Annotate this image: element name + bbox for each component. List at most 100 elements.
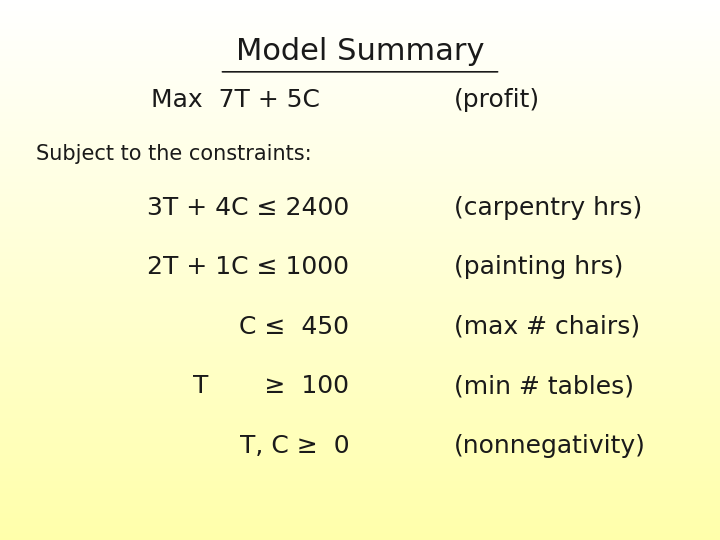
Bar: [0, 135, 720, 137]
Bar: [0, 270, 720, 272]
Bar: [0, 479, 720, 481]
Bar: [0, 193, 720, 194]
Bar: [0, 382, 720, 383]
Bar: [0, 277, 720, 279]
Bar: [0, 401, 720, 403]
Bar: [0, 306, 720, 308]
Text: 2T + 1C ≤ 1000: 2T + 1C ≤ 1000: [147, 255, 349, 279]
Bar: [0, 328, 720, 329]
Bar: [0, 497, 720, 498]
Bar: [0, 443, 720, 444]
Bar: [0, 18, 720, 20]
Bar: [0, 517, 720, 518]
Bar: [0, 434, 720, 436]
Bar: [0, 367, 720, 369]
Bar: [0, 292, 720, 293]
Bar: [0, 436, 720, 437]
Bar: [0, 326, 720, 328]
Bar: [0, 243, 720, 245]
Bar: [0, 232, 720, 234]
Bar: [0, 374, 720, 376]
Bar: [0, 356, 720, 358]
Bar: [0, 275, 720, 277]
Bar: [0, 266, 720, 268]
Bar: [0, 142, 720, 144]
Bar: [0, 218, 720, 220]
Bar: [0, 178, 720, 180]
Bar: [0, 463, 720, 464]
Bar: [0, 329, 720, 331]
Bar: [0, 70, 720, 72]
Bar: [0, 120, 720, 123]
Bar: [0, 299, 720, 301]
Bar: [0, 110, 720, 112]
Bar: [0, 45, 720, 47]
Bar: [0, 65, 720, 66]
Bar: [0, 7, 720, 9]
Bar: [0, 47, 720, 49]
Bar: [0, 90, 720, 92]
Bar: [0, 340, 720, 342]
Bar: [0, 106, 720, 108]
Bar: [0, 153, 720, 155]
Bar: [0, 207, 720, 209]
Bar: [0, 250, 720, 252]
Bar: [0, 247, 720, 248]
Bar: [0, 56, 720, 58]
Bar: [0, 248, 720, 250]
Bar: [0, 441, 720, 443]
Bar: [0, 11, 720, 12]
Bar: [0, 108, 720, 110]
Bar: [0, 36, 720, 38]
Text: C ≤  450: C ≤ 450: [239, 315, 349, 339]
Bar: [0, 281, 720, 282]
Bar: [0, 313, 720, 315]
Bar: [0, 27, 720, 29]
Bar: [0, 342, 720, 344]
Bar: [0, 495, 720, 497]
Bar: [0, 322, 720, 324]
Bar: [0, 231, 720, 232]
Bar: [0, 69, 720, 70]
Bar: [0, 54, 720, 56]
Bar: [0, 439, 720, 441]
Bar: [0, 205, 720, 207]
Bar: [0, 268, 720, 270]
Bar: [0, 410, 720, 412]
Bar: [0, 200, 720, 201]
Bar: [0, 212, 720, 214]
Bar: [0, 131, 720, 133]
Bar: [0, 362, 720, 363]
Bar: [0, 349, 720, 351]
Bar: [0, 324, 720, 326]
Bar: [0, 304, 720, 306]
Bar: [0, 389, 720, 390]
Bar: [0, 119, 720, 120]
Bar: [0, 234, 720, 236]
Bar: [0, 184, 720, 185]
Bar: [0, 74, 720, 76]
Bar: [0, 204, 720, 205]
Bar: [0, 522, 720, 524]
Bar: [0, 252, 720, 254]
Bar: [0, 529, 720, 531]
Bar: [0, 211, 720, 212]
Bar: [0, 99, 720, 101]
Bar: [0, 448, 720, 450]
Bar: [0, 288, 720, 290]
Bar: [0, 363, 720, 366]
Bar: [0, 146, 720, 147]
Bar: [0, 38, 720, 39]
Bar: [0, 286, 720, 288]
Bar: [0, 133, 720, 135]
Bar: [0, 475, 720, 477]
Bar: [0, 409, 720, 410]
Bar: [0, 481, 720, 482]
Bar: [0, 85, 720, 86]
Bar: [0, 320, 720, 322]
Bar: [0, 536, 720, 538]
Bar: [0, 4, 720, 5]
Bar: [0, 380, 720, 382]
Bar: [0, 43, 720, 45]
Bar: [0, 336, 720, 339]
